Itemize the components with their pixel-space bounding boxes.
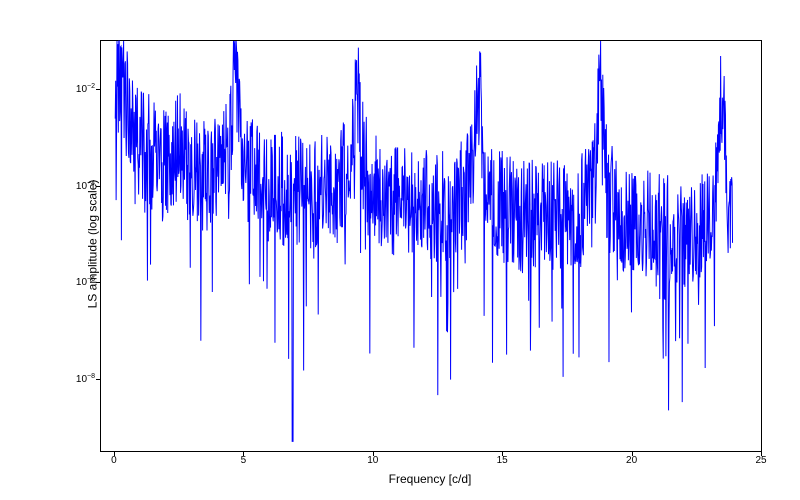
x-tick-label: 0 (111, 451, 117, 466)
x-tick-label: 20 (626, 451, 637, 466)
y-tick-label: 10−2 (76, 83, 101, 95)
x-tick-label: 10 (367, 451, 378, 466)
spectrum-line (101, 41, 761, 451)
chart-container: 051015202510−810−610−410−2 LS amplitude … (0, 0, 800, 500)
x-tick-label: 15 (497, 451, 508, 466)
y-axis-label: LS amplitude (log scale) (85, 180, 99, 309)
plot-area: 051015202510−810−610−410−2 (100, 40, 762, 452)
spectrum-path (115, 41, 732, 441)
x-axis-label: Frequency [c/d] (0, 472, 800, 486)
x-tick-label: 5 (241, 451, 247, 466)
x-tick-label: 25 (755, 451, 766, 466)
y-tick-label: 10−8 (76, 372, 101, 384)
